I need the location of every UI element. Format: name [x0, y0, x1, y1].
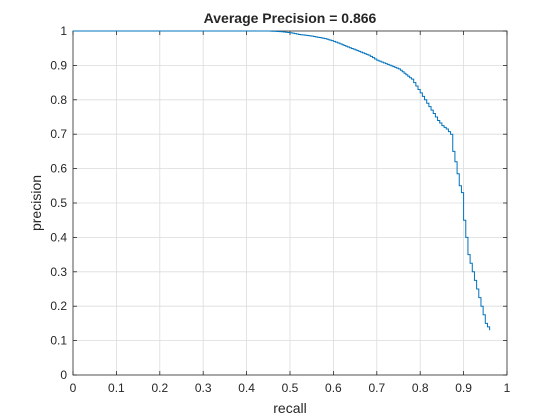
y-axis-label: precision: [28, 175, 44, 231]
chart-title: Average Precision = 0.866: [204, 10, 377, 26]
y-tick-label: 0.2: [50, 299, 67, 313]
y-tick-label: 0.8: [50, 93, 67, 107]
y-tick-label: 0.5: [50, 196, 67, 210]
x-tick-label: 0.4: [238, 381, 255, 395]
x-axis-label: recall: [273, 400, 306, 416]
x-tick-label: 1: [504, 381, 511, 395]
y-tick-label: 0.4: [50, 230, 67, 244]
series-layer: [73, 30, 491, 331]
x-tick-label: 0: [70, 381, 77, 395]
x-tick-label: 0.6: [325, 381, 342, 395]
x-tick-label: 0.7: [368, 381, 385, 395]
y-tick-label: 0: [60, 368, 67, 382]
y-tick-label: 0.1: [50, 334, 67, 348]
x-tick-label: 0.3: [195, 381, 212, 395]
x-tick-label: 0.2: [151, 381, 168, 395]
x-tick-label: 0.9: [455, 381, 472, 395]
x-tick-label: 0.1: [108, 381, 125, 395]
pr-curve-line: [73, 30, 491, 331]
y-tick-label: 0.9: [50, 58, 67, 72]
x-tick-label: 0.5: [282, 381, 299, 395]
y-tick-label: 0.7: [50, 127, 67, 141]
grid: [73, 31, 507, 375]
ticks: 0 0.1 0.2 0.3 0.4 0.5 0.6 0.7 0.8 0.9 1 0 0.1 0.2 0.3 0…: [50, 24, 510, 395]
x-tick-label: 0.8: [412, 381, 429, 395]
y-tick-label: 1: [60, 24, 67, 38]
y-tick-label: 0.3: [50, 265, 67, 279]
y-tick-label: 0.6: [50, 162, 67, 176]
